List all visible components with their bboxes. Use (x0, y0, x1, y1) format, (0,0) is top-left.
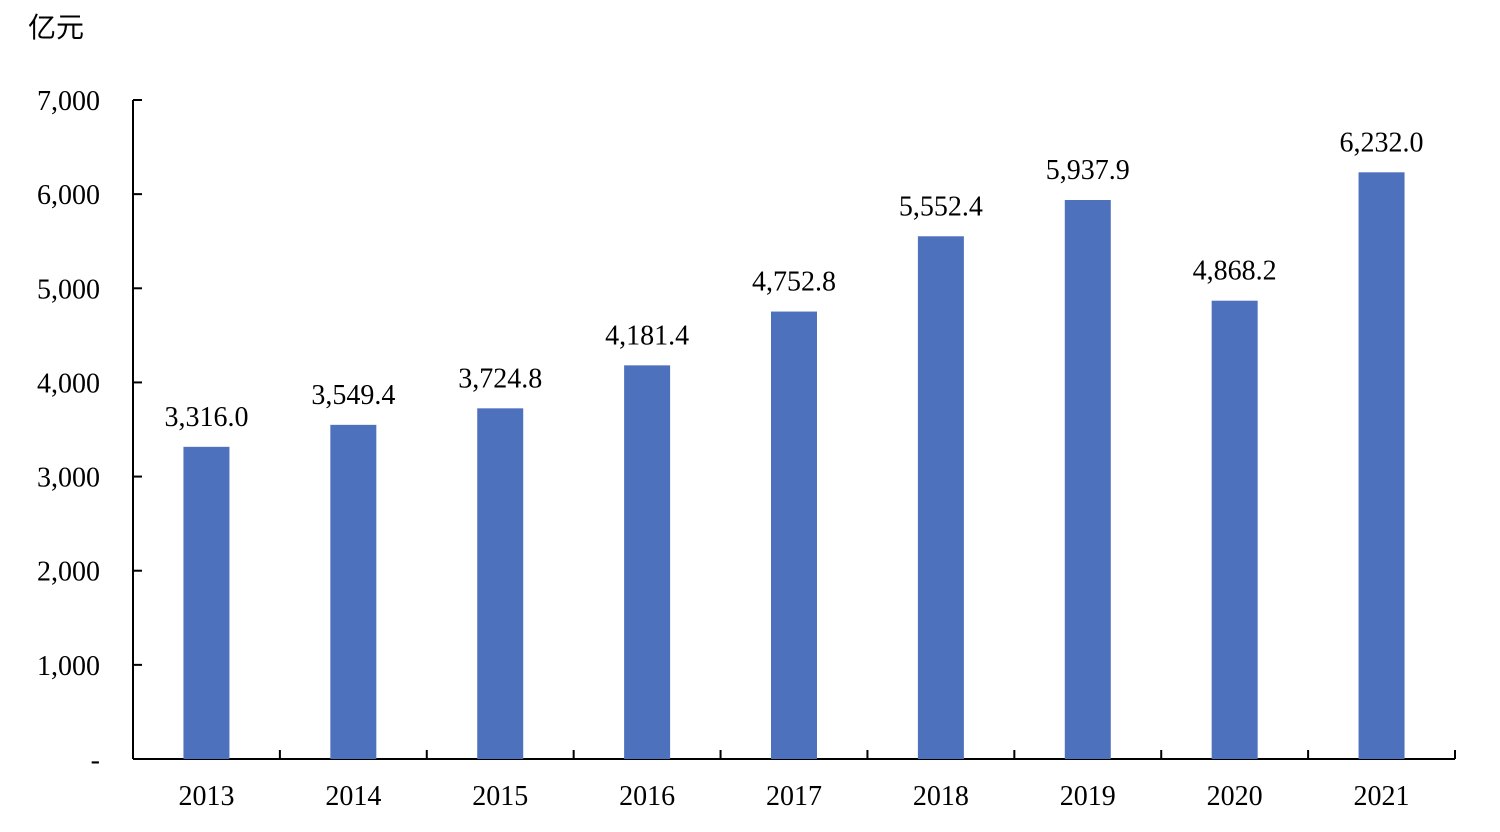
y-tick-label: 5,000 (37, 274, 100, 305)
x-tick-label: 2013 (178, 781, 234, 812)
data-label: 4,868.2 (1193, 256, 1277, 287)
bar-2014 (330, 424, 377, 759)
x-tick-label: 2019 (1060, 781, 1116, 812)
y-tick-label: 2,000 (37, 557, 100, 588)
x-tick-label: 2021 (1354, 781, 1410, 812)
x-tick-label: 2014 (325, 781, 381, 812)
data-label: 3,549.4 (311, 380, 395, 411)
data-label: 5,937.9 (1046, 155, 1130, 186)
y-axis: - 1,000 2,000 3,000 4,000 5,000 6,000 7,000 (37, 86, 142, 776)
bar-2017 (771, 311, 817, 759)
y-tick-label: 4,000 (37, 368, 100, 399)
x-tick-label: 2017 (766, 781, 822, 812)
data-label: 4,752.8 (752, 267, 836, 298)
bar-2020 (1211, 300, 1258, 759)
data-label: 3,724.8 (458, 363, 542, 394)
bar-2018 (917, 236, 964, 760)
y-tick-label: 1,000 (37, 651, 100, 682)
y-tick-label: 6,000 (37, 180, 100, 211)
data-labels: 3,316.0 3,549.4 3,724.8 4,181.4 4,752.8 5,552… (164, 127, 1423, 433)
data-label: 5,552.4 (899, 191, 983, 222)
bar-2013 (183, 446, 230, 759)
bar-2015 (477, 408, 524, 759)
data-label: 4,181.4 (605, 320, 689, 351)
data-label: 3,316.0 (164, 402, 248, 433)
y-tick-label: 3,000 (37, 463, 100, 494)
y-tick-label: 7,000 (37, 86, 100, 117)
data-label: 6,232.0 (1340, 127, 1424, 158)
y-axis-unit-label: 亿元 (28, 11, 85, 44)
bar-2021 (1358, 172, 1405, 760)
x-tick-label: 2015 (472, 781, 528, 812)
bar-2019 (1064, 199, 1111, 759)
x-tick-label: 2016 (619, 781, 675, 812)
x-tick-label: 2018 (913, 781, 969, 812)
x-axis: 2013 2014 2015 2016 2017 2018 2019 2020 2021 (132, 750, 1456, 812)
y-tick-label: - (91, 745, 100, 776)
x-tick-label: 2020 (1207, 781, 1263, 812)
bars (183, 172, 1405, 760)
bar-2016 (624, 365, 671, 759)
